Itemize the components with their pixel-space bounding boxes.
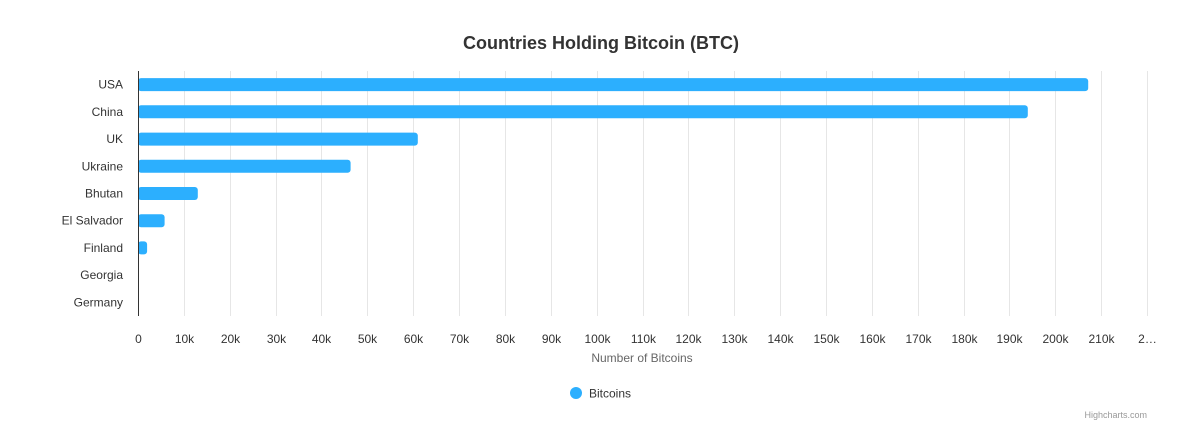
- category-label: UK: [106, 132, 123, 146]
- x-tick-label: 10k: [175, 332, 195, 346]
- x-tick-label: 160k: [859, 332, 886, 346]
- bar-usa[interactable]: [138, 78, 1089, 92]
- category-label: China: [92, 105, 124, 119]
- category-label: Bhutan: [85, 187, 123, 201]
- x-tick-label: 170k: [905, 332, 932, 346]
- x-tick-label: 80k: [496, 332, 516, 346]
- bar-ukraine[interactable]: [138, 159, 351, 173]
- bar-china[interactable]: [138, 105, 1028, 119]
- x-tick-label: 210k: [1088, 332, 1115, 346]
- x-tick-label: 2…: [1138, 332, 1157, 346]
- category-label: El Salvador: [62, 214, 123, 228]
- bar-finland[interactable]: [138, 241, 148, 255]
- x-tick-label: 200k: [1042, 332, 1069, 346]
- credits-link[interactable]: Highcharts.com: [1084, 410, 1147, 420]
- category-labels: USA China UK Ukraine Bhutan El Salvador Finlan…: [62, 78, 124, 310]
- bar-el-salvador[interactable]: [138, 214, 165, 228]
- bar-series: [138, 78, 1089, 255]
- x-tick-label: 90k: [542, 332, 562, 346]
- x-tick-label: 0: [135, 332, 142, 346]
- x-axis-tick-labels: 0 10k 20k 30k 40k 50k 60k 70k 80k 90k 100k 110k 120k…: [135, 332, 1157, 346]
- x-tick-label: 20k: [221, 332, 241, 346]
- legend-label-bitcoins[interactable]: Bitcoins: [589, 387, 631, 401]
- category-label: Finland: [84, 241, 123, 255]
- x-tick-label: 190k: [996, 332, 1023, 346]
- x-tick-label: 60k: [404, 332, 424, 346]
- legend-marker-bitcoins: [570, 387, 582, 399]
- category-label: Georgia: [80, 268, 123, 282]
- x-tick-label: 100k: [584, 332, 611, 346]
- x-tick-label: 120k: [675, 332, 702, 346]
- x-axis-title: Number of Bitcoins: [591, 351, 692, 365]
- x-tick-label: 110k: [631, 332, 657, 346]
- bar-bhutan[interactable]: [138, 187, 198, 200]
- x-tick-label: 40k: [312, 332, 332, 346]
- bar-uk[interactable]: [138, 132, 418, 146]
- x-tick-label: 130k: [721, 332, 748, 346]
- x-tick-label: 30k: [267, 332, 287, 346]
- x-tick-label: 50k: [358, 332, 378, 346]
- x-tick-label: 70k: [450, 332, 470, 346]
- category-label: Germany: [74, 295, 123, 309]
- category-label: Ukraine: [82, 159, 124, 173]
- x-tick-label: 150k: [813, 332, 840, 346]
- category-label: USA: [98, 78, 123, 92]
- chart-title: Countries Holding Bitcoin (BTC): [463, 33, 739, 53]
- x-tick-label: 180k: [951, 332, 978, 346]
- x-tick-label: 140k: [767, 332, 794, 346]
- legend[interactable]: Bitcoins: [570, 387, 631, 401]
